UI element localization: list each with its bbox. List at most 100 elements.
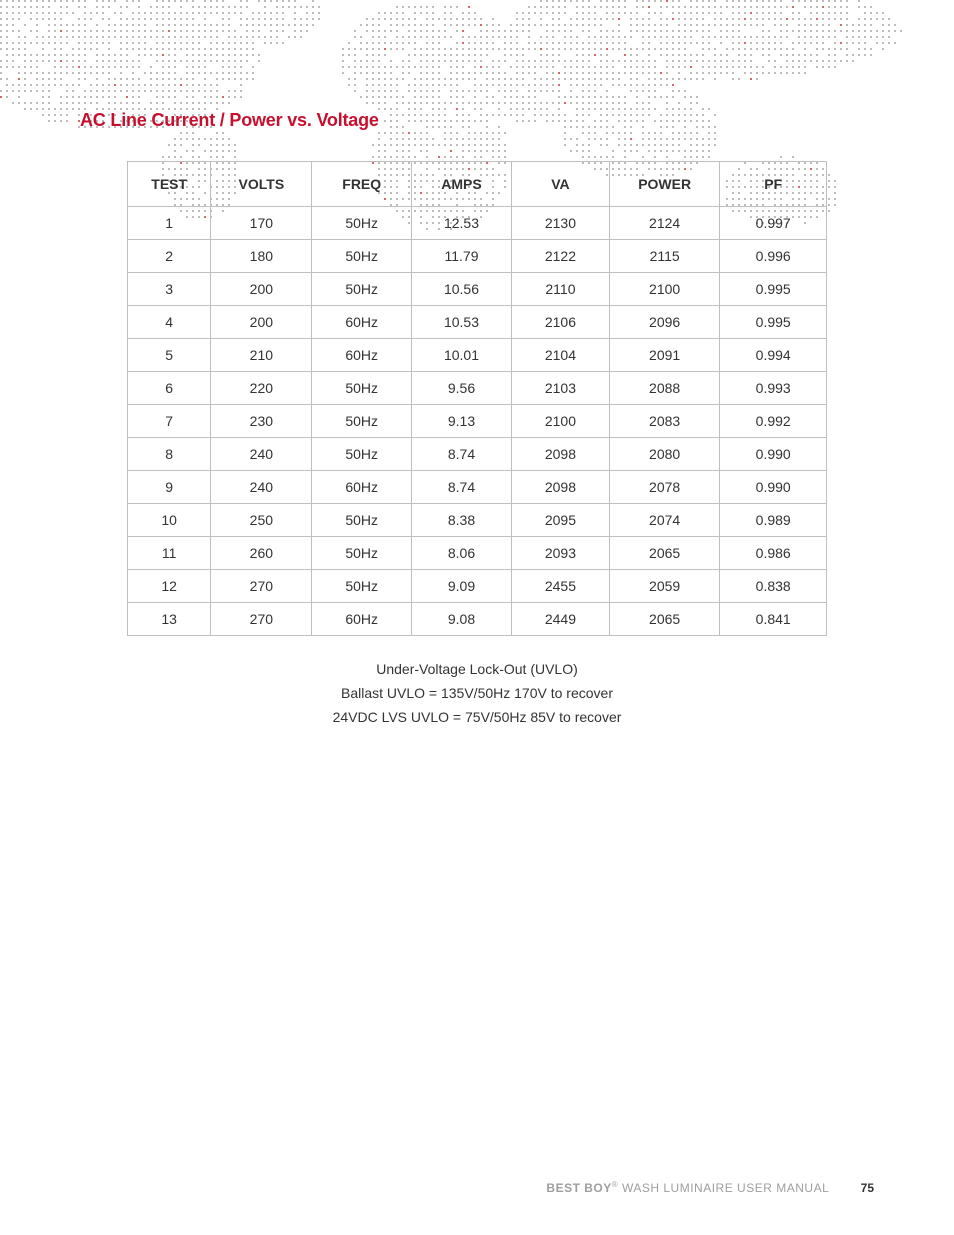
table-cell: 2115	[609, 240, 719, 273]
table-cell: 10.53	[412, 306, 512, 339]
power-voltage-table: TESTVOLTSFREQAMPSVAPOWERPF 117050Hz12.53…	[127, 161, 827, 636]
table-cell: 60Hz	[312, 471, 412, 504]
table-cell: 4	[128, 306, 211, 339]
table-row: 218050Hz11.79212221150.996	[128, 240, 827, 273]
table-cell: 9	[128, 471, 211, 504]
table-cell: 180	[211, 240, 312, 273]
table-row: 1025050Hz8.38209520740.989	[128, 504, 827, 537]
table-cell: 2065	[609, 537, 719, 570]
table-cell: 230	[211, 405, 312, 438]
table-cell: 0.996	[720, 240, 827, 273]
table-cell: 200	[211, 273, 312, 306]
uvlo-note-line: Ballast UVLO = 135V/50Hz 170V to recover	[80, 682, 874, 706]
table-cell: 2078	[609, 471, 719, 504]
table-row: 824050Hz8.74209820800.990	[128, 438, 827, 471]
table-cell: 250	[211, 504, 312, 537]
table-cell: 0.986	[720, 537, 827, 570]
table-cell: 11	[128, 537, 211, 570]
table-row: 420060Hz10.53210620960.995	[128, 306, 827, 339]
table-row: 1227050Hz9.09245520590.838	[128, 570, 827, 603]
table-cell: 2110	[511, 273, 609, 306]
uvlo-note-line: 24VDC LVS UVLO = 75V/50Hz 85V to recover	[80, 706, 874, 730]
table-cell: 9.56	[412, 372, 512, 405]
table-cell: 8.74	[412, 471, 512, 504]
table-header-cell: VOLTS	[211, 162, 312, 207]
table-cell: 7	[128, 405, 211, 438]
table-cell: 2098	[511, 438, 609, 471]
table-cell: 2065	[609, 603, 719, 636]
table-header-cell: TEST	[128, 162, 211, 207]
table-cell: 0.990	[720, 438, 827, 471]
table-cell: 8.74	[412, 438, 512, 471]
table-row: 1126050Hz8.06209320650.986	[128, 537, 827, 570]
table-cell: 270	[211, 603, 312, 636]
table-cell: 0.997	[720, 207, 827, 240]
table-row: 1327060Hz9.08244920650.841	[128, 603, 827, 636]
table-cell: 260	[211, 537, 312, 570]
table-cell: 0.841	[720, 603, 827, 636]
table-cell: 270	[211, 570, 312, 603]
table-cell: 2096	[609, 306, 719, 339]
table-cell: 12.53	[412, 207, 512, 240]
table-cell: 2106	[511, 306, 609, 339]
table-header-cell: AMPS	[412, 162, 512, 207]
table-cell: 2130	[511, 207, 609, 240]
table-cell: 2449	[511, 603, 609, 636]
table-cell: 2083	[609, 405, 719, 438]
table-cell: 50Hz	[312, 273, 412, 306]
table-cell: 5	[128, 339, 211, 372]
table-cell: 2104	[511, 339, 609, 372]
table-cell: 8	[128, 438, 211, 471]
table-cell: 2100	[511, 405, 609, 438]
table-cell: 240	[211, 471, 312, 504]
table-cell: 0.994	[720, 339, 827, 372]
table-cell: 10.56	[412, 273, 512, 306]
table-header-cell: PF	[720, 162, 827, 207]
table-header-cell: FREQ	[312, 162, 412, 207]
table-cell: 11.79	[412, 240, 512, 273]
table-cell: 50Hz	[312, 504, 412, 537]
table-cell: 50Hz	[312, 207, 412, 240]
page-number: 75	[861, 1181, 874, 1195]
table-cell: 9.09	[412, 570, 512, 603]
table-cell: 60Hz	[312, 603, 412, 636]
page-footer: BEST BOY® WASH LUMINAIRE USER MANUAL 75	[546, 1180, 874, 1195]
table-cell: 9.08	[412, 603, 512, 636]
table-cell: 0.993	[720, 372, 827, 405]
table-cell: 0.989	[720, 504, 827, 537]
table-cell: 210	[211, 339, 312, 372]
table-cell: 2080	[609, 438, 719, 471]
table-cell: 0.838	[720, 570, 827, 603]
table-row: 521060Hz10.01210420910.994	[128, 339, 827, 372]
table-cell: 2103	[511, 372, 609, 405]
table-cell: 2098	[511, 471, 609, 504]
table-cell: 13	[128, 603, 211, 636]
table-cell: 2091	[609, 339, 719, 372]
table-cell: 50Hz	[312, 537, 412, 570]
table-cell: 3	[128, 273, 211, 306]
table-cell: 50Hz	[312, 570, 412, 603]
table-cell: 50Hz	[312, 372, 412, 405]
table-header-cell: VA	[511, 162, 609, 207]
table-cell: 2095	[511, 504, 609, 537]
table-cell: 1	[128, 207, 211, 240]
section-title: AC Line Current / Power vs. Voltage	[80, 110, 874, 131]
table-cell: 12	[128, 570, 211, 603]
table-cell: 60Hz	[312, 306, 412, 339]
table-cell: 2455	[511, 570, 609, 603]
table-row: 117050Hz12.53213021240.997	[128, 207, 827, 240]
table-row: 924060Hz8.74209820780.990	[128, 471, 827, 504]
table-cell: 6	[128, 372, 211, 405]
uvlo-notes: Under-Voltage Lock-Out (UVLO) Ballast UV…	[80, 658, 874, 729]
table-cell: 10	[128, 504, 211, 537]
table-cell: 2122	[511, 240, 609, 273]
table-header-row: TESTVOLTSFREQAMPSVAPOWERPF	[128, 162, 827, 207]
table-cell: 200	[211, 306, 312, 339]
table-cell: 0.992	[720, 405, 827, 438]
footer-brand: BEST BOY	[546, 1181, 611, 1195]
table-cell: 2074	[609, 504, 719, 537]
table-cell: 0.990	[720, 471, 827, 504]
table-cell: 10.01	[412, 339, 512, 372]
table-cell: 0.995	[720, 273, 827, 306]
uvlo-note-line: Under-Voltage Lock-Out (UVLO)	[80, 658, 874, 682]
